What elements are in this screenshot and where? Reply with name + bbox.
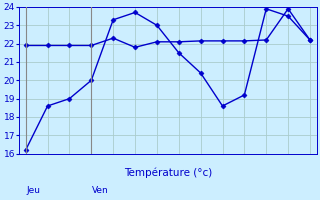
Text: Ven: Ven	[92, 186, 109, 195]
Text: Jeu: Jeu	[27, 186, 41, 195]
X-axis label: Température (°c): Température (°c)	[124, 168, 212, 178]
